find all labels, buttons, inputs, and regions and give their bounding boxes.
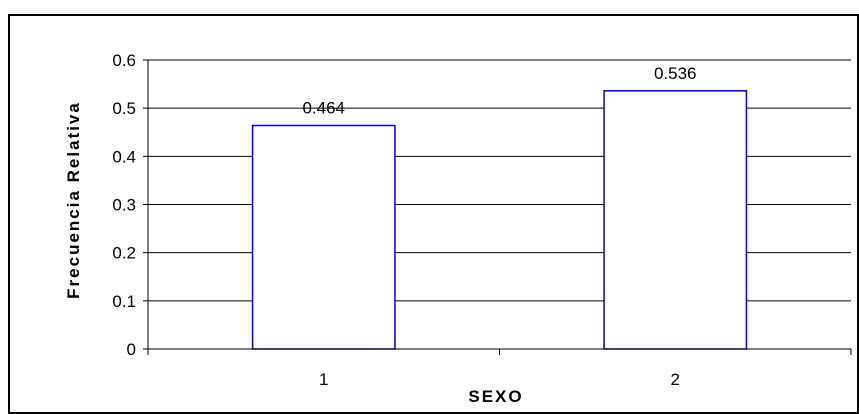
y-tick-label: 0 — [127, 340, 136, 359]
data-label-2: 0.536 — [654, 64, 697, 83]
axes — [143, 59, 852, 355]
x-axis-title: SEXO — [468, 387, 523, 406]
y-axis-title: Frecuencia Relativa — [64, 101, 83, 299]
y-tick-label: 0.5 — [112, 99, 136, 118]
bar-1 — [251, 124, 396, 350]
y-tick-label: 0.3 — [112, 196, 136, 215]
labels: 0 0.1 0.2 0.3 0.4 0.5 0.6 0.464 1 0.536 2 — [112, 51, 696, 389]
x-tick-label: 2 — [671, 370, 680, 389]
y-tick-label: 0.4 — [112, 147, 136, 166]
data-label-1: 0.464 — [302, 99, 345, 118]
x-tick-label: 1 — [319, 370, 328, 389]
y-tick-label: 0.2 — [112, 244, 136, 263]
y-tick-label: 0.1 — [112, 292, 136, 311]
y-tick-label: 0.6 — [112, 51, 136, 70]
bar-2 — [603, 90, 748, 350]
bars — [251, 90, 748, 350]
